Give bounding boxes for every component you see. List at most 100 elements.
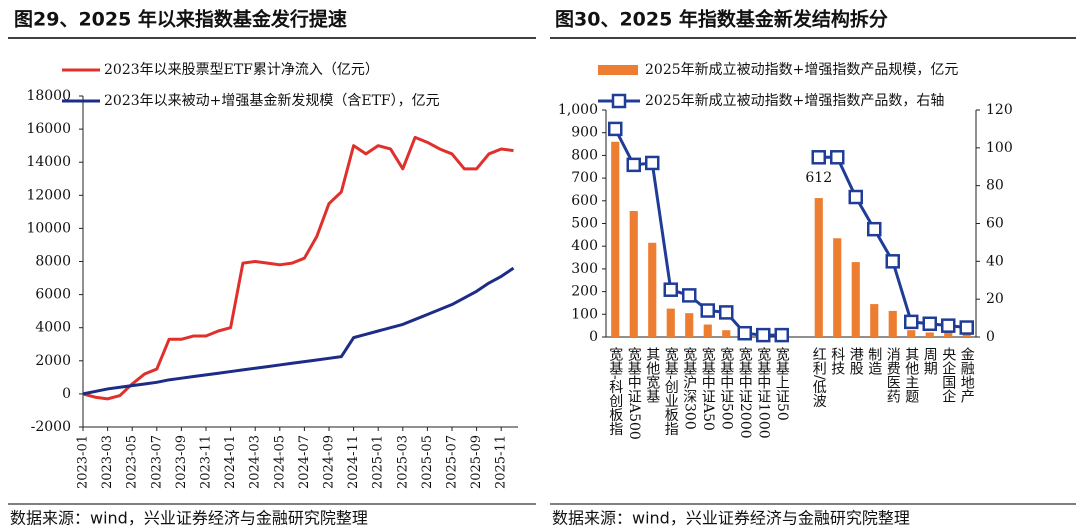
x-tick-label: 2025-09 <box>469 435 484 489</box>
x-tick-label: 2024-11 <box>346 435 361 489</box>
x-tick-label: 2024-09 <box>322 435 337 489</box>
source: 数据来源：wind，兴业证券经济与金融研究院整理 <box>10 509 368 528</box>
legend-swatch <box>611 93 627 109</box>
x-tick-label: 宽基中证A50 <box>700 346 716 431</box>
bar <box>611 141 620 337</box>
series-line <box>82 266 515 396</box>
x-tick-label: 2023-05 <box>125 435 140 489</box>
x-tick-label: 2025-11 <box>494 435 509 489</box>
legend-label: 2025年新成立被动指数+增强指数产品数，右轴 <box>645 93 944 109</box>
bar <box>648 242 657 337</box>
y-tick-label: 6000 <box>35 287 71 303</box>
marker <box>941 318 956 333</box>
marker <box>885 254 900 269</box>
x-tick-label: 红利/低波 <box>811 347 827 408</box>
y-tick-label: 2000 <box>35 353 71 369</box>
source: 数据来源：wind，兴业证券经济与金融研究院整理 <box>552 509 910 528</box>
bar <box>685 313 694 337</box>
marker <box>700 303 715 318</box>
legend-swatch <box>598 65 638 75</box>
y-tick-label: 500 <box>571 216 598 232</box>
marker <box>682 288 697 303</box>
y-tick-label: 10000 <box>26 220 71 236</box>
marker <box>830 150 845 165</box>
x-tick-label: 2025-01 <box>371 435 386 489</box>
marker <box>645 155 660 171</box>
bar <box>925 332 934 337</box>
x-tick-label: 2025-07 <box>445 435 460 489</box>
y-tick-label: 4000 <box>35 320 71 336</box>
y-tick-label: 16000 <box>26 121 71 137</box>
marker <box>737 325 752 341</box>
y-tick-label: 1,000 <box>558 102 598 118</box>
series-line <box>613 128 782 337</box>
x-tick-label: 其他主题 <box>903 347 919 404</box>
marker <box>626 157 641 173</box>
x-tick-label: 2025-03 <box>395 435 410 489</box>
y-tick-label: 8000 <box>35 254 71 270</box>
bar <box>814 198 823 337</box>
marker <box>904 314 919 330</box>
y-tick-label: -2000 <box>31 419 71 435</box>
x-tick-label: 港股 <box>848 347 864 376</box>
x-tick-label: 金融地产 <box>959 347 975 404</box>
bar <box>629 211 638 337</box>
x-tick-label: 宽基沪深300 <box>681 346 697 429</box>
marker <box>663 282 678 297</box>
x-tick-label: 宽基-科创板指 <box>607 346 623 436</box>
x-tick-label: 宽基中证2000 <box>737 346 753 438</box>
x-tick-label: 央企国企 <box>940 347 956 403</box>
y-tick-label: 12000 <box>26 187 71 203</box>
chart-title: 图29、2025 年以来指数基金发行提速 <box>14 8 347 31</box>
bar <box>907 330 916 337</box>
bar <box>944 332 953 337</box>
bar <box>888 310 897 337</box>
legend-label: 2023年以来被动+增强基金新发规模（含ETF），亿元 <box>104 92 440 109</box>
marker <box>959 320 974 335</box>
bar <box>666 308 675 337</box>
y-tick-label: 400 <box>571 238 598 254</box>
y-tick-label: 14000 <box>26 154 71 170</box>
x-tick-label: 宽基上证50 <box>774 346 790 421</box>
marker <box>774 327 789 343</box>
x-tick-label: 2024-07 <box>297 435 312 489</box>
x-tick-label: 2023-07 <box>149 435 164 489</box>
x-tick-label: 消费医药 <box>885 347 901 403</box>
marker <box>719 305 734 320</box>
y2-tick-label: 120 <box>986 102 1013 118</box>
x-tick-label: 制造 <box>866 347 882 376</box>
marker <box>756 327 771 343</box>
y2-tick-label: 60 <box>986 216 1004 232</box>
y-tick-label: 100 <box>571 306 598 322</box>
y-tick-label: 800 <box>571 147 598 163</box>
bar <box>851 262 860 337</box>
x-tick-label: 科技 <box>829 347 845 376</box>
bar <box>703 324 712 337</box>
chart-title: 图30、2025 年指数基金新发结构拆分 <box>555 8 888 31</box>
x-tick-label: 宽基中证1000 <box>755 346 771 438</box>
x-tick-label: 宽基中证500 <box>718 346 734 429</box>
x-tick-label: 2024-03 <box>248 435 263 489</box>
x-tick-label: 2023-03 <box>100 435 115 489</box>
y-tick-label: 200 <box>571 284 598 300</box>
y-tick-label: 300 <box>571 261 598 277</box>
x-tick-label: 2024-01 <box>223 435 238 489</box>
y-tick-label: 700 <box>571 170 598 186</box>
marker <box>848 189 863 205</box>
y-tick-label: 900 <box>571 125 598 141</box>
y2-tick-label: 80 <box>986 178 1004 194</box>
legend-label: 2023年以来股票型ETF累计净流入（亿元） <box>104 62 379 78</box>
marker <box>608 121 623 137</box>
series-line <box>82 135 514 401</box>
bar <box>962 333 971 337</box>
legend-label: 2025年新成立被动指数+增强指数产品规模，亿元 <box>645 62 958 78</box>
y2-tick-label: 40 <box>986 253 1004 269</box>
y2-tick-label: 20 <box>986 291 1004 307</box>
y-tick-label: 600 <box>571 193 598 209</box>
y2-tick-label: 100 <box>986 140 1013 156</box>
x-tick-label: 2023-11 <box>199 435 214 489</box>
y-tick-label: 0 <box>62 386 71 402</box>
bar <box>722 330 731 337</box>
y-tick-label: 0 <box>589 329 598 345</box>
